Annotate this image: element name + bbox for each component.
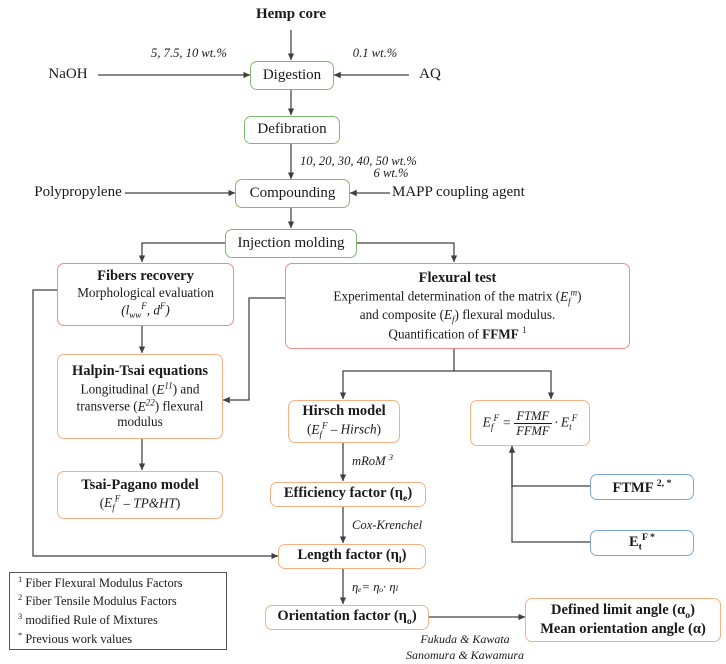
edge-label-cox-krenchel: Cox-Krenchel (352, 517, 423, 532)
fibers-recovery-line3: (lwwF, dF) (121, 301, 170, 321)
node-hirsch-model[interactable]: Hirsch model (EfF – Hirsch) (288, 400, 400, 443)
node-injection-molding[interactable]: Injection molding (225, 229, 357, 258)
edge-label-aq-concentration: 0.1 wt.% (352, 45, 398, 60)
flexural-test-title: Flexural test (418, 270, 497, 287)
flexural-test-line3: and composite (Ef) flexural modulus. (359, 306, 556, 325)
tsai-pagano-title: Tsai-Pagano model (81, 476, 199, 493)
halpin-tsai-line3: transverse (E22) flexural (76, 397, 204, 414)
node-halpin-tsai-equations[interactable]: Halpin-Tsai equations Longitudinal (E11)… (57, 354, 223, 439)
formula-denominator: FFMF (516, 423, 550, 438)
node-tsai-pagano-model[interactable]: Tsai-Pagano model (EfF – TP&HT) (57, 471, 223, 519)
node-compounding[interactable]: Compounding (235, 179, 350, 208)
legend-box: 1 Fiber Flexural Modulus Factors 2 Fiber… (9, 572, 227, 650)
flexural-test-line2: Experimental determination of the matrix… (333, 287, 582, 307)
node-fibers-recovery[interactable]: Fibers recovery Morphological evaluation… (57, 263, 234, 326)
node-defibration[interactable]: Defibration (244, 116, 340, 144)
edge-label-naoh-concentration: 5, 7.5, 10 wt.% (151, 45, 227, 60)
edge-label-fiber-loading: 10, 20, 30, 40, 50 wt.% (300, 153, 417, 168)
halpin-tsai-line2: Longitudinal (E11) and (80, 380, 200, 397)
angles-line1: Defined limit angle (αo) (551, 601, 695, 621)
edge-label-mapp-concentration: 6 wt.% (373, 165, 409, 180)
node-hemp-core: Hemp core (255, 6, 327, 23)
node-aq: AQ (419, 66, 441, 83)
edge-label-mrom: mRoM 3 (352, 452, 394, 469)
angles-line2: Mean orientation angle (α) (540, 621, 706, 638)
legend-item: 3 modified Rule of Mixtures (18, 611, 158, 628)
node-mapp-coupling-agent: MAPP coupling agent (392, 184, 525, 201)
tsai-pagano-line2: (EfF – TP&HT) (99, 493, 181, 513)
node-orientation-angles[interactable]: Defined limit angle (αo) Mean orientatio… (525, 598, 721, 642)
node-flexural-test[interactable]: Flexural test Experimental determination… (285, 263, 630, 349)
formula-expression: EfF = FTMF FFMF · EtF (482, 408, 578, 438)
node-ftmf-previous-work[interactable]: FTMF 2, * (590, 474, 694, 500)
hirsch-line2: (EfF – Hirsch) (307, 420, 381, 440)
flexural-test-line4: Quantification of FFMF 1 (388, 324, 527, 342)
fibers-recovery-line2: Morphological evaluation (77, 285, 214, 301)
node-digestion[interactable]: Digestion (250, 61, 334, 90)
formula-numerator: FTMF (514, 409, 552, 424)
legend-item: * Previous work values (18, 629, 133, 646)
legend-item: 1 Fiber Flexural Modulus Factors (18, 573, 183, 590)
node-polypropylene: Polypropylene (34, 184, 122, 201)
node-length-factor[interactable]: Length factor (ηl) (278, 544, 426, 569)
edge-label-references: Fukuda & Kawata Sanomura & Kawamura (405, 632, 524, 662)
hirsch-title: Hirsch model (302, 403, 386, 420)
node-et-previous-work[interactable]: EtF * (590, 530, 694, 556)
halpin-tsai-line4: modulus (117, 414, 163, 430)
fibers-recovery-title: Fibers recovery (97, 268, 194, 285)
legend-item: 2 Fiber Tensile Modulus Factors (18, 592, 177, 609)
edge-label-eta-relation: ηₑ= ηₒ· ηₗ (352, 579, 399, 594)
node-efficiency-factor[interactable]: Efficiency factor (ηe) (270, 482, 426, 507)
node-naoh: NaOH (48, 66, 88, 83)
halpin-tsai-title: Halpin-Tsai equations (71, 363, 209, 380)
node-flexural-modulus-formula[interactable]: EfF = FTMF FFMF · EtF (470, 400, 590, 446)
node-orientation-factor[interactable]: Orientation factor (ηo) (265, 605, 429, 630)
